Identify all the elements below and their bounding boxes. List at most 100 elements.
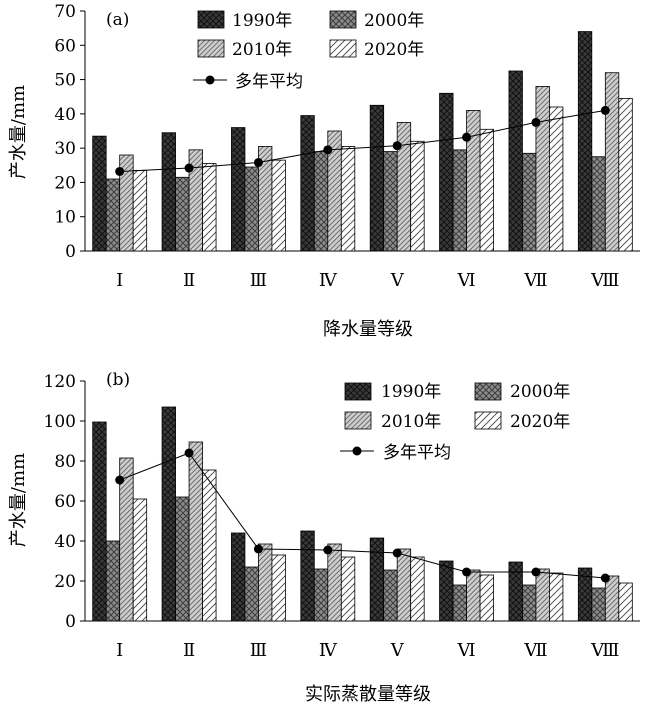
bar-b-series0-cat5 [439, 560, 454, 622]
y-tick-label-a: 70 [54, 2, 76, 22]
mean-point-a-cat7 [600, 105, 610, 115]
legend-swatch-b-2010 [344, 411, 372, 430]
x-tick-label-b: Ⅰ [116, 640, 123, 660]
bar-a-series0-cat5 [439, 92, 454, 252]
bar-b-series1-cat1 [175, 496, 190, 622]
bar-a-series0-cat6 [508, 70, 523, 252]
bar-b-series1-cat0 [105, 540, 121, 622]
y-tick-label-a: 50 [54, 71, 76, 91]
bar-a-series0-cat7 [577, 31, 593, 252]
bar-a-series1-cat5 [452, 149, 467, 252]
bar-a-series1-cat0 [105, 178, 121, 252]
y-tick-label-a: 40 [54, 105, 76, 125]
y-tick-label-a: 10 [54, 208, 76, 228]
x-tick-label-a: Ⅲ [250, 270, 267, 290]
bar-b-series0-cat6 [508, 561, 523, 622]
x-tick-label-a: Ⅵ [457, 270, 476, 290]
bar-b-series2-cat6 [535, 568, 550, 622]
bar-b-series3-cat0 [132, 498, 148, 622]
x-tick-label-a: Ⅱ [183, 270, 195, 290]
legend-label-b-mean: 多年平均 [383, 443, 451, 463]
bar-b-series2-cat2 [258, 543, 273, 622]
bar-b-series3-cat3 [340, 556, 356, 622]
bar-b-series2-cat3 [327, 543, 342, 622]
mean-line-a [119, 109, 606, 172]
bar-a-series1-cat3 [313, 151, 329, 252]
bar-b-series3-cat4 [410, 556, 425, 622]
mean-point-b-cat0 [115, 475, 125, 485]
bar-b-series2-cat7 [604, 575, 620, 622]
bar-b-series0-cat0 [92, 421, 107, 622]
bar-b-series0-cat4 [369, 537, 385, 622]
legend-label-a-2010: 2010年 [232, 40, 292, 60]
legend-swatch-a-1990 [197, 10, 225, 29]
bar-a-series3-cat4 [410, 140, 425, 252]
x-tick-label-a: Ⅳ [319, 270, 338, 290]
bar-a-series0-cat3 [300, 115, 315, 252]
bar-a-series2-cat4 [396, 122, 412, 252]
legend-swatch-b-1990 [344, 382, 372, 401]
bar-a-series1-cat7 [591, 156, 606, 252]
x-tick-label-b: Ⅷ [590, 640, 619, 660]
legend-swatch-a-2010 [197, 39, 225, 58]
bar-a-series3-cat2 [271, 159, 286, 252]
legend-label-a-2000: 2000年 [364, 11, 424, 31]
bar-b-series1-cat7 [591, 587, 606, 622]
bar-a-series0-cat4 [369, 104, 385, 252]
x-tick-label-b: Ⅵ [457, 640, 476, 660]
mean-point-a-cat0 [115, 166, 125, 176]
mean-point-b-cat6 [531, 567, 541, 577]
bar-a-series3-cat6 [549, 106, 564, 252]
mean-point-a-cat3 [323, 145, 333, 155]
mean-point-a-cat1 [184, 163, 194, 173]
bar-a-series2-cat7 [604, 72, 620, 252]
legend-label-b-1990: 1990年 [381, 382, 441, 402]
legend-swatch-b-2020 [474, 411, 502, 430]
y-tick-label-a: 30 [54, 139, 76, 159]
panel-label-a: (a) [106, 10, 129, 30]
bar-a-series1-cat4 [383, 151, 398, 252]
bar-b-series0-cat3 [300, 530, 315, 622]
legend-a: 1990年 2000年 2010年 2020年 多年平均 [193, 10, 424, 92]
bar-b-series3-cat7 [618, 582, 633, 622]
x-tick-label-b: Ⅱ [183, 640, 195, 660]
legend-swatch-a-2000 [329, 10, 357, 29]
bar-a-series2-cat6 [535, 86, 550, 252]
bar-b-series1-cat3 [313, 568, 329, 622]
mean-point-a-cat6 [531, 117, 541, 127]
legend-label-a-2020: 2020年 [364, 40, 424, 60]
bar-b-series0-cat1 [161, 406, 176, 622]
bar-a-series2-cat5 [466, 110, 481, 252]
legend-label-b-2010: 2010年 [381, 412, 441, 432]
bar-a-series3-cat3 [340, 146, 356, 252]
y-tick-label-b: 0 [65, 612, 76, 632]
bar-b-series3-cat5 [479, 574, 494, 622]
legend-label-b-2000: 2000年 [510, 382, 570, 402]
bar-b-series3-cat1 [202, 469, 217, 622]
chart-panel-a: (a) 产水量/mm 降水量等级 1990年 2000年 2010年 2020年… [8, 2, 640, 340]
x-tick-label-b: Ⅶ [523, 640, 547, 660]
legend-b: 1990年 2000年 2010年 2020年 多年平均 [340, 382, 570, 463]
y-tick-label-b: 80 [54, 452, 76, 472]
x-tick-label-b: Ⅲ [250, 640, 267, 660]
chart-panel-b: (b) 产水量/mm 实际蒸散量等级 1990年 2000年 2010年 202… [8, 370, 640, 705]
y-tick-label-b: 60 [54, 492, 76, 512]
mean-point-b-cat2 [253, 544, 263, 554]
x-axis-label-b: 实际蒸散量等级 [305, 684, 431, 705]
x-tick-label-a: Ⅴ [390, 270, 405, 290]
mean-point-b-cat7 [600, 573, 610, 583]
y-axis-label-a: 产水量/mm [8, 85, 29, 179]
mean-point-b-cat4 [392, 548, 402, 558]
x-tick-label-b: Ⅳ [319, 640, 338, 660]
bar-b-series3-cat6 [549, 572, 564, 622]
mean-line-b [119, 452, 606, 579]
x-tick-label-a: Ⅶ [523, 270, 547, 290]
legend-marker-b [352, 446, 362, 456]
mean-point-a-cat2 [253, 158, 263, 168]
bar-a-series3-cat1 [202, 163, 217, 252]
legend-label-a-mean: 多年平均 [235, 72, 303, 92]
legend-label-b-2020: 2020年 [510, 412, 570, 432]
x-tick-label-b: Ⅴ [390, 640, 405, 660]
mean-point-b-cat5 [462, 567, 472, 577]
